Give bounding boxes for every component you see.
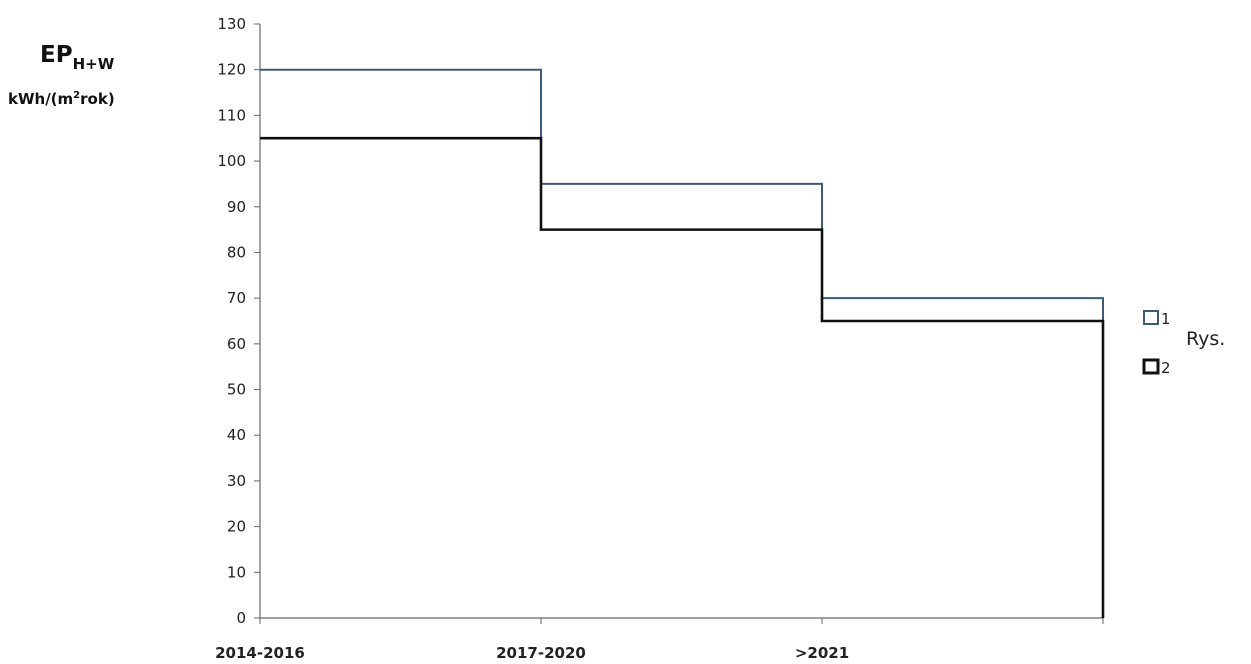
y-tick-label-2: 20 xyxy=(227,518,246,536)
y-axis-title-main: EP xyxy=(40,42,73,68)
legend-swatch-2 xyxy=(1142,358,1160,375)
y-tick-label-5: 50 xyxy=(227,381,246,399)
figure-caption-fragment: Rys. xyxy=(1186,328,1226,350)
y-tick-label-3: 30 xyxy=(227,472,246,490)
x-tick-label-2: >2021 xyxy=(795,644,849,662)
y-tick-label-10: 100 xyxy=(217,152,246,170)
series-line-1 xyxy=(260,68,1104,618)
y-tick-label-6: 60 xyxy=(227,335,246,353)
y-tick-label-4: 40 xyxy=(227,426,246,444)
y-axis-unit-sup: 2 xyxy=(73,90,81,101)
series-line-2 xyxy=(260,136,1105,618)
y-axis-title-sub: H+W xyxy=(72,55,115,73)
legend-label-2: 2 xyxy=(1161,359,1171,377)
y-tick-label-1: 10 xyxy=(227,563,246,581)
y-tick-label-7: 70 xyxy=(227,289,246,307)
y-axis-title: EPH+W xyxy=(40,42,114,72)
y-tick-label-0: 0 xyxy=(236,609,246,627)
y-tick-label-11: 110 xyxy=(217,106,246,124)
x-tick-label-1: 2017-2020 xyxy=(496,644,586,662)
y-tick-label-9: 90 xyxy=(227,198,246,216)
y-axis-unit-suffix: rok) xyxy=(80,90,115,108)
legend-label-1: 1 xyxy=(1161,310,1171,328)
y-axis-unit-prefix: kWh/(m xyxy=(8,90,74,108)
y-tick-label-8: 80 xyxy=(227,243,246,261)
x-tick-label-0: 2014-2016 xyxy=(215,644,305,662)
legend-swatch-1 xyxy=(1143,310,1159,325)
y-tick-label-12: 120 xyxy=(217,61,246,79)
y-axis-unit: kWh/(m2rok) xyxy=(8,90,115,108)
y-tick-label-13: 130 xyxy=(217,15,246,33)
